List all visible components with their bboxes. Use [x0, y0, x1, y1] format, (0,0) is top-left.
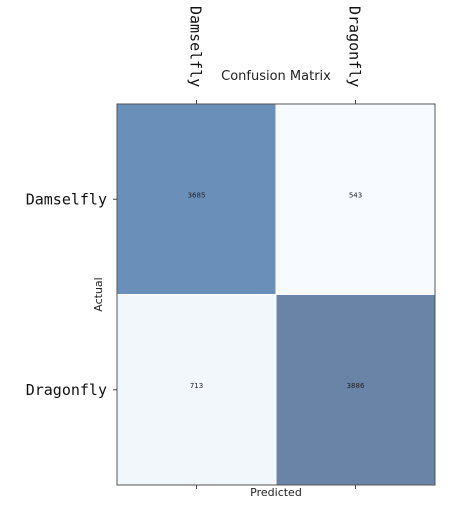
heatmap-cell [117, 294, 276, 485]
plot-frame [116, 103, 436, 486]
x-tick-label: Damselfly [187, 6, 205, 87]
y-tick-label: Dragonfly [26, 381, 107, 399]
y-tick-label: Damselfly [26, 190, 107, 208]
x-axis-label: Predicted [250, 486, 302, 499]
y-axis-ticks: Damselfly Dragonfly [26, 190, 117, 399]
cell-value-label: 713 [190, 382, 203, 390]
heatmap-cell [117, 104, 276, 295]
heatmap-cell-labels: 3685 543 713 3886 [188, 191, 365, 390]
heatmap-cell [276, 104, 435, 295]
x-axis-ticks: Damselfly Dragonfly [187, 6, 364, 489]
cell-value-label: 3886 [347, 382, 365, 390]
cell-value-label: 543 [349, 191, 362, 199]
heatmap-cell [276, 294, 435, 485]
y-axis-label: Actual [92, 277, 105, 311]
x-tick-label: Dragonfly [346, 6, 364, 87]
heatmap-cells [117, 104, 435, 485]
cell-value-label: 3685 [188, 191, 206, 199]
chart-title: Confusion Matrix [221, 69, 331, 84]
